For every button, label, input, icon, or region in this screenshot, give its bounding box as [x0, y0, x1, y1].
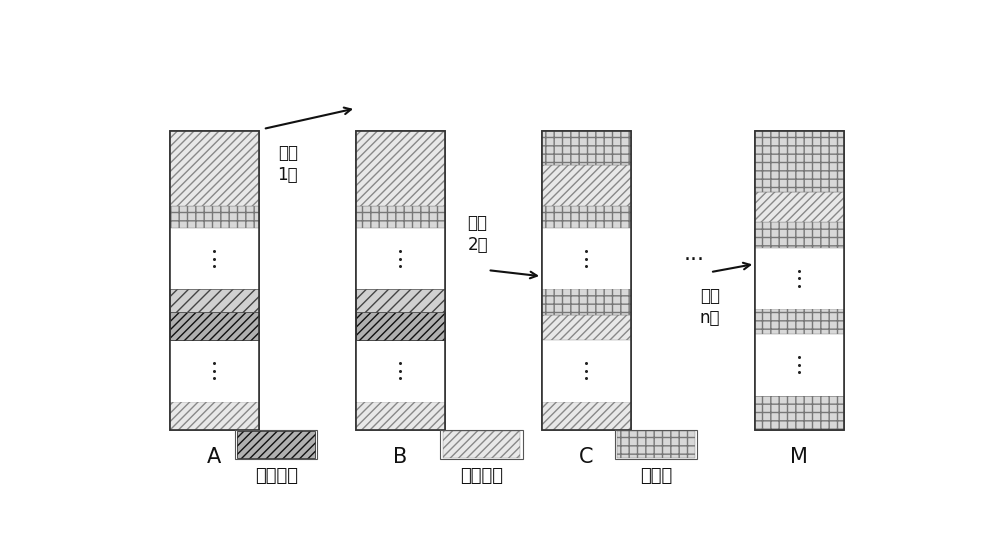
Bar — [542, 315, 631, 340]
Bar — [443, 431, 520, 458]
Bar — [440, 430, 523, 459]
Bar — [237, 431, 315, 458]
Text: M: M — [790, 446, 808, 467]
Bar — [755, 222, 844, 247]
Bar — [542, 131, 631, 430]
Bar — [170, 312, 259, 340]
Text: C: C — [579, 446, 593, 467]
Bar — [755, 396, 844, 430]
Bar — [542, 340, 631, 402]
Bar — [356, 289, 445, 312]
Text: 搞移
n次: 搞移 n次 — [700, 287, 720, 327]
Bar — [755, 334, 844, 396]
Bar — [542, 402, 631, 430]
Text: 搞移
2次: 搞移 2次 — [467, 214, 488, 254]
Bar — [755, 131, 844, 192]
Bar — [170, 131, 259, 430]
Bar — [356, 228, 445, 289]
Text: 搞移
1次: 搞移 1次 — [277, 143, 298, 184]
Bar — [235, 430, 317, 459]
Text: 冷数据: 冷数据 — [640, 467, 672, 485]
Text: 有效数据: 有效数据 — [255, 467, 298, 485]
Bar — [170, 289, 259, 312]
Bar — [356, 206, 445, 228]
Text: 无效数据: 无效数据 — [460, 467, 503, 485]
Bar — [170, 206, 259, 228]
Bar — [356, 312, 445, 340]
Bar — [356, 131, 445, 430]
Bar — [356, 402, 445, 430]
Bar — [542, 206, 631, 228]
Bar — [755, 247, 844, 309]
Bar — [542, 131, 631, 165]
Text: A: A — [207, 446, 221, 467]
Bar — [542, 131, 631, 430]
Text: B: B — [393, 446, 407, 467]
Bar — [755, 131, 844, 430]
Bar — [170, 131, 259, 206]
Bar — [755, 131, 844, 430]
Bar — [356, 131, 445, 206]
Bar — [542, 289, 631, 315]
Bar — [356, 131, 445, 430]
Bar — [170, 131, 259, 430]
Bar — [755, 192, 844, 222]
Bar — [356, 340, 445, 402]
Bar — [617, 431, 695, 458]
Bar — [170, 402, 259, 430]
Bar — [170, 340, 259, 402]
Bar — [170, 228, 259, 289]
Bar — [615, 430, 697, 459]
Bar — [542, 228, 631, 289]
Bar — [542, 165, 631, 206]
Bar — [755, 309, 844, 334]
Text: ...: ... — [684, 244, 705, 264]
